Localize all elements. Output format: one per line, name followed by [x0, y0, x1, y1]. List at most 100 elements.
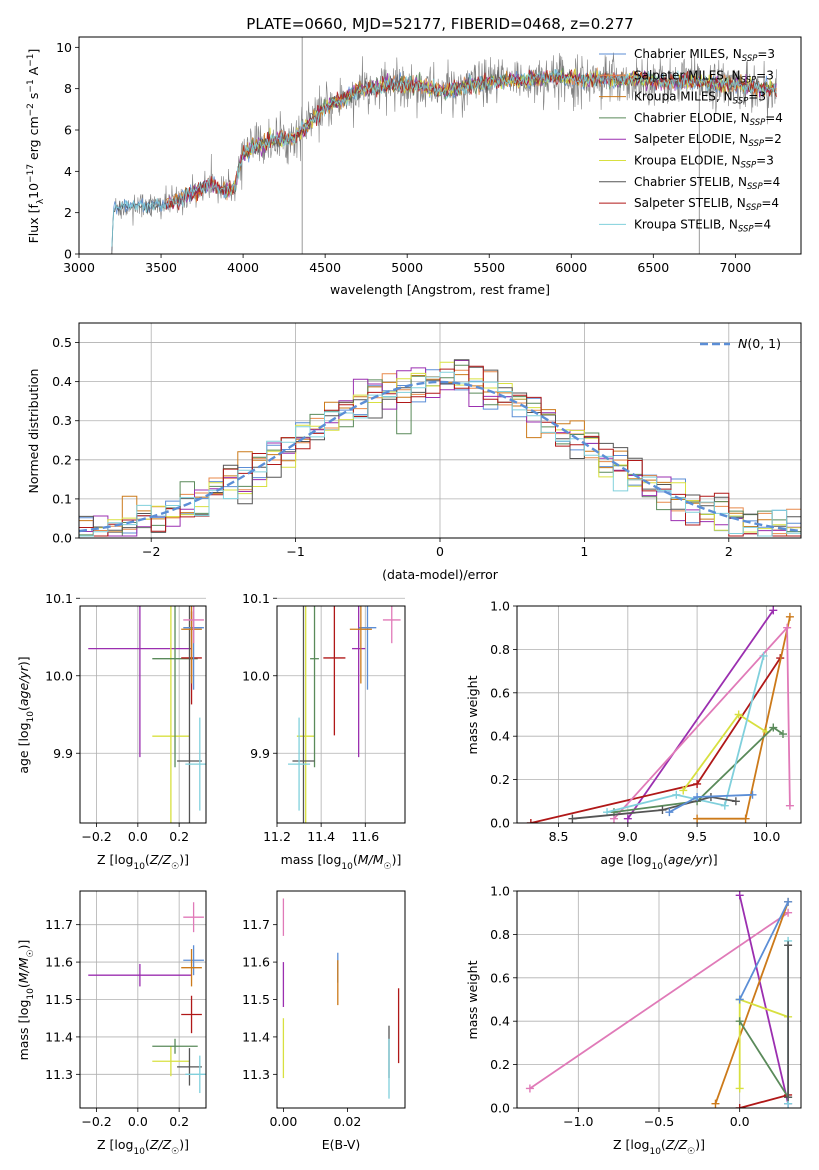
- legend-label: Salpeter ELODIE, N: [634, 132, 748, 146]
- legend-sub: SSP: [750, 118, 766, 128]
- label-part: −1: [26, 54, 36, 67]
- legend-entry: Salpeter STELIB, NSSP=4: [634, 196, 779, 213]
- y-tick-label: 0.8: [490, 927, 510, 942]
- legend-sub: SSP: [741, 75, 757, 85]
- x-tick-label: 0.2: [169, 829, 189, 844]
- data-point-marker: [525, 1084, 534, 1093]
- label-part: 10: [26, 711, 36, 723]
- x-tick-label: 11.4: [307, 829, 335, 844]
- axes-frame: [78, 36, 802, 255]
- label-part: (0, 1): [747, 336, 781, 351]
- label-part: Z/Z: [149, 1137, 172, 1152]
- y-tick-label: 11.4: [45, 1029, 73, 1044]
- plot-area: [525, 891, 793, 1108]
- data-point-marker: [665, 808, 674, 817]
- legend-entry: Chabrier ELODIE, NSSP=4: [634, 111, 783, 128]
- legend-sub: SSP: [738, 224, 754, 234]
- label-part: erg cm: [26, 116, 41, 164]
- legend-label: Kroupa STELIB, N: [634, 217, 738, 231]
- y-tick-label: 0: [64, 247, 72, 262]
- label-part: ☉: [171, 1147, 179, 1157]
- label-part: 10: [133, 1147, 145, 1157]
- y-tick-label: 10.0: [45, 668, 73, 683]
- y-tick-label: 0.2: [490, 772, 510, 787]
- data-point-marker: [741, 814, 750, 823]
- x-axis-label: Z [log10(Z/Z☉)]: [97, 1137, 189, 1157]
- legend-sub: SSP: [733, 97, 749, 107]
- data-point-marker: [748, 790, 757, 799]
- label-part: )]: [16, 656, 31, 666]
- label-part: ☉: [171, 862, 179, 872]
- y-axis-label: Flux [fλ10−17 erg cm−2 s−1 A−1]: [26, 49, 46, 244]
- y-tick-label: 2: [64, 205, 72, 220]
- label-part: ☉: [26, 949, 36, 957]
- label-part: 10: [341, 862, 353, 872]
- label-part: ]: [26, 49, 41, 54]
- label-part: )]: [179, 1137, 189, 1152]
- legend-label: Chabrier MILES, N: [634, 47, 742, 61]
- y-tick-label: 0.0: [490, 816, 510, 831]
- data-point-marker: [769, 606, 778, 615]
- x-tick-label: 5500: [473, 260, 505, 275]
- plot-area: [79, 359, 801, 538]
- legend-value: =4: [765, 111, 783, 125]
- x-tick-label: 0.2: [169, 1114, 189, 1129]
- label-part: ☉: [687, 1147, 695, 1157]
- axes-frame: [276, 605, 406, 824]
- x-axis-label: Z [log10(Z/Z☉)]: [613, 1137, 705, 1157]
- x-tick-label: 8.5: [549, 829, 569, 844]
- legend-entry: Chabrier STELIB, NSSP=4: [634, 175, 780, 192]
- label-part: 10: [649, 1147, 661, 1157]
- x-tick-label: 0.0: [128, 1114, 148, 1129]
- label-part: s: [26, 93, 41, 104]
- label-part: (: [145, 1137, 150, 1152]
- legend-entry: Salpeter ELODIE, NSSP=2: [634, 132, 782, 149]
- x-tick-label: −2: [142, 544, 160, 559]
- y-axis-label: mass [log10(M/M☉)]: [16, 940, 36, 1061]
- label-part: Z [log: [97, 1137, 133, 1152]
- y-tick-label: 10.1: [242, 591, 270, 606]
- y-tick-label: 0.5: [52, 335, 72, 350]
- x-tick-label: 3500: [145, 260, 177, 275]
- y-tick-label: 0.4: [52, 374, 72, 389]
- data-point-marker: [735, 1084, 744, 1093]
- legend-label: Chabrier ELODIE, N: [634, 111, 750, 125]
- y-tick-label: 0.2: [490, 1057, 510, 1072]
- label-part: 10: [133, 862, 145, 872]
- data-point-marker: [784, 1093, 793, 1102]
- axes-residuals: −2 −1 0 1 2 0.0 0.1 0.2 0.3 0.4 0.5 N(0, 1) (data-mo…: [26, 322, 802, 582]
- data-point-marker: [568, 814, 577, 823]
- label-part: N: [738, 336, 748, 351]
- data-point-marker: [658, 805, 667, 814]
- y-tick-label: 0.4: [490, 729, 510, 744]
- y-tick-label: 0.0: [52, 531, 72, 546]
- label-part: 10: [26, 183, 41, 199]
- data-point-marker: [735, 1104, 744, 1108]
- legend-label: Salpeter MILES, N: [634, 68, 741, 82]
- y-tick-label: 0.3: [52, 413, 72, 428]
- x-tick-label: 6500: [637, 260, 669, 275]
- label-part: −17: [26, 164, 36, 183]
- axes-spectrum: 3000 3500 4000 4500 5000 5500 6000 6500 7000 0 2 4 6…: [26, 36, 802, 297]
- x-tick-label: 3000: [63, 260, 95, 275]
- axes-age_vs_Z: −0.2 0.0 0.29.910.010.1Z [log10(Z/Z☉)]age …: [16, 591, 207, 872]
- x-tick-label: 11.6: [351, 829, 379, 844]
- axes-age_vs_mass: 11.2 11.4 11.6 9.9 10.0 10.1 mass [log10(M/M☉)…: [242, 591, 406, 872]
- data-point-marker: [785, 801, 794, 810]
- x-tick-label: 10.0: [752, 829, 780, 844]
- data-point-marker: [735, 995, 744, 1004]
- y-tick-label: 9.9: [250, 746, 270, 761]
- y-tick-label: 11.5: [45, 992, 73, 1007]
- data-point-marker: [735, 1017, 744, 1026]
- y-tick-label: 8: [64, 81, 72, 96]
- label-part: )]: [179, 852, 189, 867]
- x-tick-label: −1.0: [563, 1114, 593, 1129]
- y-tick-label: 11.6: [45, 955, 73, 970]
- y-axis-label: mass weight: [465, 960, 480, 1039]
- y-tick-label: 0.6: [490, 685, 510, 700]
- legend-label: Kroupa ELODIE, N: [634, 154, 741, 168]
- y-tick-label: 11.5: [242, 992, 270, 1007]
- x-tick-label: −1: [286, 544, 304, 559]
